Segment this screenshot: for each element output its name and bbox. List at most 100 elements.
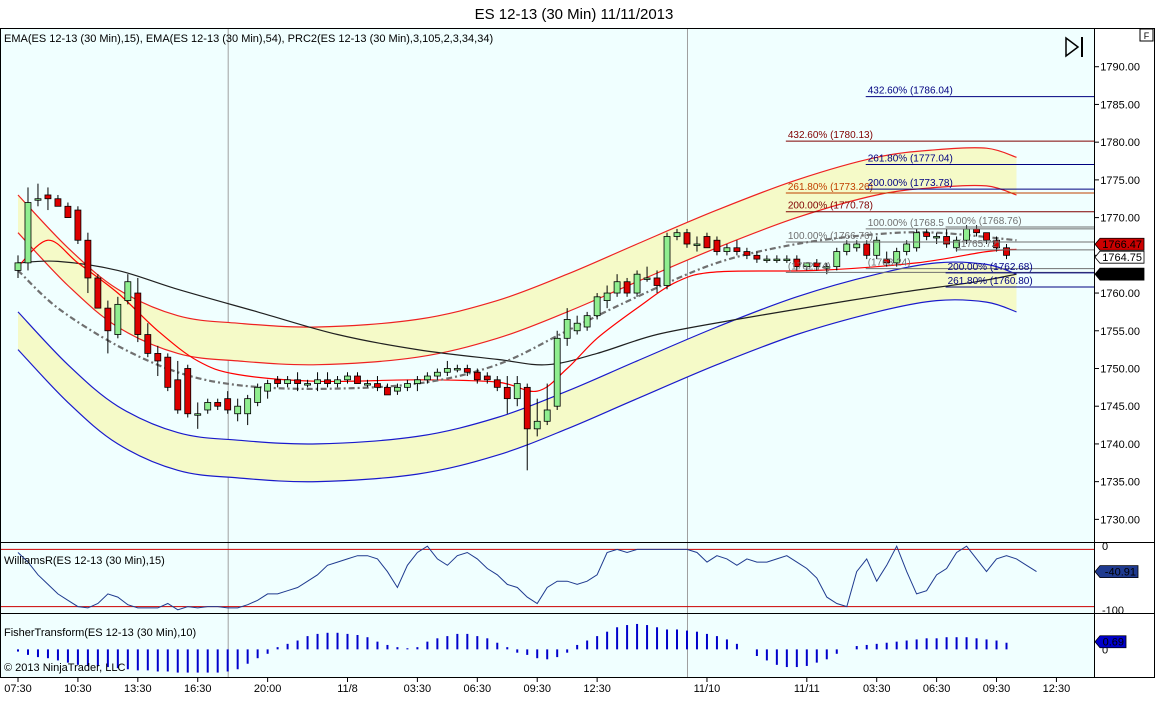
- candle-down: [683, 232, 691, 245]
- time-tick-label: 11/11: [794, 683, 820, 695]
- candle-up: [593, 296, 601, 317]
- candle-up: [264, 383, 272, 392]
- candle-up: [423, 375, 431, 381]
- price-tick-label: 1770.00: [1100, 213, 1140, 225]
- time-tick-label: 03:30: [863, 683, 891, 695]
- candle-up: [563, 319, 571, 339]
- fib-level-label: 200.00% (1762.68): [948, 262, 1033, 273]
- candle-down: [813, 262, 821, 268]
- price-tick-label: 1735.00: [1100, 477, 1140, 489]
- scroll-to-end-icon[interactable]: [1062, 36, 1086, 58]
- candle-up: [723, 247, 731, 252]
- candle-up: [903, 243, 911, 252]
- candle-down: [943, 236, 951, 245]
- chart-title: ES 12-13 (30 Min) 11/11/2013: [475, 6, 674, 23]
- price-tick-label: 1760.00: [1100, 288, 1140, 300]
- price-tick-label: 1775.00: [1100, 175, 1140, 187]
- candle-down: [653, 277, 661, 286]
- candle-down: [503, 386, 511, 400]
- fib-level-label: 200.00% (1773.78): [868, 178, 953, 189]
- fisher-current-label: 0.69: [1103, 637, 1124, 649]
- time-tick-label: 06:30: [923, 683, 951, 695]
- candle-up: [314, 379, 321, 384]
- williams-tick-label: -100: [1102, 605, 1124, 617]
- candle-up: [833, 251, 841, 268]
- williams-tick-label: 0: [1102, 541, 1108, 553]
- williams-label: WilliamsR(ES 12-13 (30 Min),15): [4, 555, 165, 567]
- williams-current-label: -40.91: [1105, 567, 1136, 579]
- candle-up: [304, 383, 311, 386]
- time-tick-label: 13:30: [124, 683, 152, 695]
- candle-up: [673, 232, 681, 237]
- candle-down: [94, 277, 102, 309]
- candles-layer: [14, 183, 1010, 471]
- fib-level-label: 100.00% (1768.5: [868, 218, 945, 229]
- candle-up: [933, 236, 941, 239]
- candle-up: [284, 379, 291, 384]
- time-tick-label: 12:30: [1043, 683, 1071, 695]
- candle-up: [433, 371, 441, 377]
- candle-down: [703, 236, 711, 249]
- candle-up: [513, 383, 521, 400]
- candle-down: [1003, 247, 1010, 256]
- upper-channel-band: [18, 147, 1017, 365]
- background-layer: [18, 29, 1017, 677]
- candle-down: [324, 379, 331, 384]
- candle-up: [543, 409, 551, 422]
- candle-up: [913, 232, 921, 249]
- candle-up: [573, 322, 581, 332]
- fib-level-label: 200.00% (1770.78): [788, 201, 873, 212]
- williams-current-marker: [1094, 565, 1139, 579]
- corner-box[interactable]: [1139, 28, 1154, 42]
- candle-down: [64, 205, 72, 219]
- candle-up: [893, 251, 901, 264]
- candle-down: [983, 232, 990, 241]
- price-tick-label: 1780.00: [1100, 137, 1140, 149]
- price-tick-label: 1730.00: [1100, 514, 1140, 526]
- candle-down: [144, 334, 152, 354]
- candle-down: [993, 239, 1000, 249]
- time-tick-label: 03:30: [404, 683, 432, 695]
- copyright-text: © 2013 NinjaTrader, LLC: [4, 662, 125, 674]
- candle-up: [114, 303, 122, 335]
- candle-down: [274, 379, 282, 384]
- candle-down: [473, 371, 481, 381]
- candle-up: [783, 258, 791, 261]
- candle-down: [174, 379, 182, 411]
- candle-down: [493, 379, 501, 388]
- williams-panel-bg: [1, 543, 1094, 613]
- candle-down: [184, 368, 192, 415]
- candle-up: [413, 379, 421, 384]
- candle-up: [763, 258, 771, 261]
- candle-down: [743, 251, 751, 256]
- candle-down: [374, 383, 381, 388]
- candle-down: [623, 281, 631, 294]
- candle-down: [523, 386, 531, 430]
- price-marker-label: 1762.51: [1102, 269, 1142, 281]
- candle-down: [44, 194, 52, 200]
- indicator-description: EMA(ES 12-13 (30 Min),15), EMA(ES 12-13 …: [4, 33, 493, 45]
- price-tick-label: 1785.00: [1100, 99, 1140, 111]
- price-marker-box: [1094, 237, 1145, 251]
- time-tick-label: 20:00: [254, 683, 282, 695]
- candle-up: [643, 277, 651, 280]
- fisher-zero-label: 0: [1102, 644, 1108, 656]
- candle-up: [843, 243, 851, 252]
- candle-up: [344, 375, 351, 381]
- candle-up: [334, 379, 341, 384]
- candle-up: [254, 386, 262, 403]
- fib-level-label: (1765.72): [958, 239, 1001, 250]
- time-tick-label: 12:30: [583, 683, 611, 695]
- candle-up: [613, 281, 621, 294]
- candle-up: [194, 413, 202, 416]
- time-tick-label: 09:30: [523, 683, 551, 695]
- time-tick-label: 09:30: [983, 683, 1011, 695]
- candle-up: [803, 262, 811, 268]
- candle-down: [354, 375, 361, 384]
- candle-down: [54, 198, 62, 207]
- candle-down: [74, 209, 82, 241]
- candle-down: [863, 243, 871, 256]
- axis-strip-bg: [1094, 29, 1154, 677]
- candle-down: [134, 292, 142, 335]
